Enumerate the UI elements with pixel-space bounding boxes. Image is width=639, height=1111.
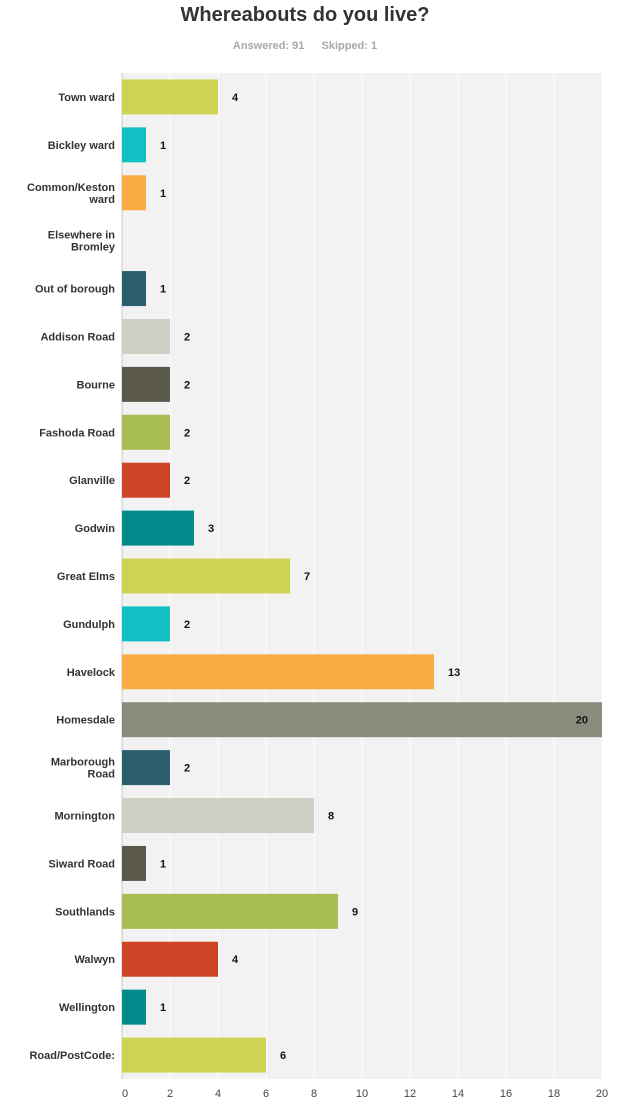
skipped-count: Skipped: 1 xyxy=(321,40,378,52)
value-label: 1 xyxy=(160,1002,166,1014)
bar xyxy=(122,750,170,786)
bar xyxy=(122,558,290,594)
x-tick-label: 14 xyxy=(452,1088,464,1100)
value-label: 13 xyxy=(448,667,460,679)
value-label: 7 xyxy=(304,571,310,583)
category-label: Walwyn xyxy=(74,954,115,966)
bar xyxy=(122,654,434,690)
bar xyxy=(122,893,338,929)
category-label: Great Elms xyxy=(57,571,115,583)
answered-count: Answered: 91 xyxy=(232,40,305,52)
category-label: Bickley ward xyxy=(48,140,115,152)
x-tick-label: 20 xyxy=(596,1088,608,1100)
x-tick-label: 18 xyxy=(548,1088,560,1100)
category-label: Siward Road xyxy=(48,858,115,870)
bar xyxy=(122,462,170,498)
bar xyxy=(122,510,194,546)
x-tick-label: 8 xyxy=(311,1088,317,1100)
value-labels: 4 1 1 1 2 2 2 2 3 7 2 13 20 2 8 1 9 4 1 6 xyxy=(160,92,588,1062)
category-label: Road/PostCode: xyxy=(29,1050,115,1062)
bar xyxy=(122,702,602,738)
value-label: 6 xyxy=(280,1050,286,1062)
category-label: Southlands xyxy=(55,906,115,918)
category-labels: Town ward Bickley ward Common/Keston ward El… xyxy=(27,92,116,1062)
bar xyxy=(122,271,146,307)
category-label: Marborough Road xyxy=(51,757,115,781)
value-label: 4 xyxy=(232,92,239,104)
bar xyxy=(122,1037,266,1073)
x-tick-label: 0 xyxy=(122,1088,128,1100)
category-label: Out of borough xyxy=(35,284,115,296)
value-label: 1 xyxy=(160,140,166,152)
bars xyxy=(122,79,602,1073)
category-label: Glanville xyxy=(69,475,115,487)
response-summary: Answered: 91 Skipped: 1 xyxy=(0,40,610,52)
category-label: Common/Keston ward xyxy=(27,182,115,206)
category-label: Godwin xyxy=(75,523,116,535)
category-label: Wellington xyxy=(59,1002,115,1014)
bar xyxy=(122,79,218,115)
bar xyxy=(122,318,170,354)
bar xyxy=(122,798,314,834)
value-label: 2 xyxy=(184,427,190,439)
x-tick-label: 10 xyxy=(356,1088,368,1100)
value-label: 4 xyxy=(232,954,239,966)
bar xyxy=(122,941,218,977)
x-tick-label: 4 xyxy=(215,1088,221,1100)
category-label: Elsewhere in Bromley xyxy=(48,230,116,254)
value-label: 20 xyxy=(576,715,588,727)
category-label: Havelock xyxy=(67,667,116,679)
category-label: Mornington xyxy=(55,811,116,823)
bar xyxy=(122,845,146,881)
value-label: 3 xyxy=(208,523,214,535)
value-label: 2 xyxy=(184,475,190,487)
category-label: Homesdale xyxy=(56,715,115,727)
bar xyxy=(122,366,170,402)
x-tick-label: 12 xyxy=(404,1088,416,1100)
chart-title: Whereabouts do you live? xyxy=(180,4,430,26)
category-label: Bourne xyxy=(77,379,116,391)
bar xyxy=(122,989,146,1025)
bar xyxy=(122,175,146,211)
value-label: 1 xyxy=(160,284,166,296)
value-label: 1 xyxy=(160,858,166,870)
value-label: 2 xyxy=(184,619,190,631)
value-label: 2 xyxy=(184,331,190,343)
x-tick-label: 2 xyxy=(167,1088,173,1100)
x-tick-label: 6 xyxy=(263,1088,269,1100)
value-label: 1 xyxy=(160,188,166,200)
x-tick-label: 16 xyxy=(500,1088,512,1100)
category-label: Fashoda Road xyxy=(39,427,115,439)
bar xyxy=(122,606,170,642)
x-axis-ticks: 0 2 4 6 8 10 12 14 16 18 20 xyxy=(122,1088,608,1100)
category-label: Town ward xyxy=(58,92,115,104)
bar xyxy=(122,414,170,450)
category-label: Gundulph xyxy=(63,619,115,631)
value-label: 2 xyxy=(184,763,190,775)
bar xyxy=(122,127,146,163)
value-label: 8 xyxy=(328,811,334,823)
value-label: 2 xyxy=(184,379,190,391)
value-label: 9 xyxy=(352,906,358,918)
category-label: Addison Road xyxy=(40,331,115,343)
